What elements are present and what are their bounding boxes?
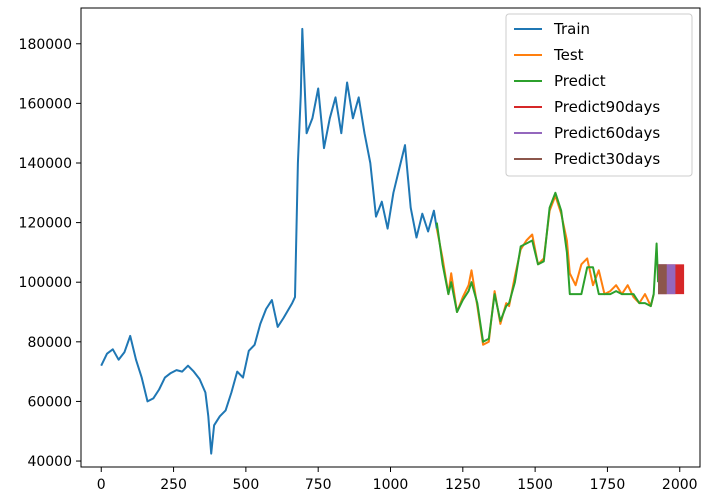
- y-tick-label: 80000: [27, 335, 72, 351]
- x-tick-label: 750: [305, 477, 332, 493]
- legend-label-predict90days: Predict90days: [554, 98, 660, 116]
- legend-label-predict30days: Predict30days: [554, 150, 660, 168]
- y-axis: 40000 60000 80000 100000 120000 140000 160000 1…: [19, 37, 81, 470]
- legend-label-train: Train: [553, 20, 590, 38]
- series-line-test: [435, 194, 655, 346]
- legend-label-test: Test: [553, 46, 584, 64]
- y-tick-label: 120000: [19, 216, 72, 232]
- x-tick-label: 1500: [517, 477, 553, 493]
- y-tick-label: 100000: [19, 275, 72, 291]
- y-tick-label: 60000: [27, 394, 72, 410]
- legend-box: [505, 13, 693, 177]
- y-tick-label: 160000: [19, 96, 72, 112]
- series-layer: [100, 27, 685, 455]
- x-tick-label: 1250: [445, 477, 481, 493]
- series-line-predict: [435, 191, 660, 343]
- x-axis: 0 250 500 750 1000 1250 1500 1750 2000: [97, 467, 698, 493]
- x-tick-label: 2000: [662, 477, 698, 493]
- x-tick-label: 1750: [590, 477, 626, 493]
- series-band-predict30days: [658, 264, 667, 295]
- legend-label-predict: Predict: [554, 72, 606, 90]
- y-tick-label: 40000: [27, 454, 72, 470]
- y-tick-label: 140000: [19, 156, 72, 172]
- x-tick-label: 500: [233, 477, 260, 493]
- x-tick-label: 0: [97, 477, 106, 493]
- x-tick-label: 1000: [373, 477, 409, 493]
- legend-label-predict60days: Predict60days: [554, 124, 660, 142]
- legend: Train Test Predict Predict90days Predict60da…: [505, 13, 693, 177]
- y-tick-label: 180000: [19, 37, 72, 53]
- series-line-train: [100, 27, 438, 455]
- x-tick-label: 250: [160, 477, 187, 493]
